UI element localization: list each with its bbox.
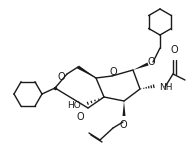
Polygon shape — [122, 101, 126, 116]
Text: O: O — [109, 67, 117, 77]
Text: HO: HO — [67, 102, 81, 110]
Text: O: O — [147, 57, 155, 67]
Text: O: O — [76, 112, 84, 122]
Text: O: O — [57, 72, 65, 82]
Text: O: O — [119, 120, 127, 130]
Polygon shape — [133, 63, 149, 70]
Polygon shape — [77, 65, 96, 78]
Text: O: O — [170, 45, 178, 55]
Text: NH: NH — [159, 82, 172, 92]
